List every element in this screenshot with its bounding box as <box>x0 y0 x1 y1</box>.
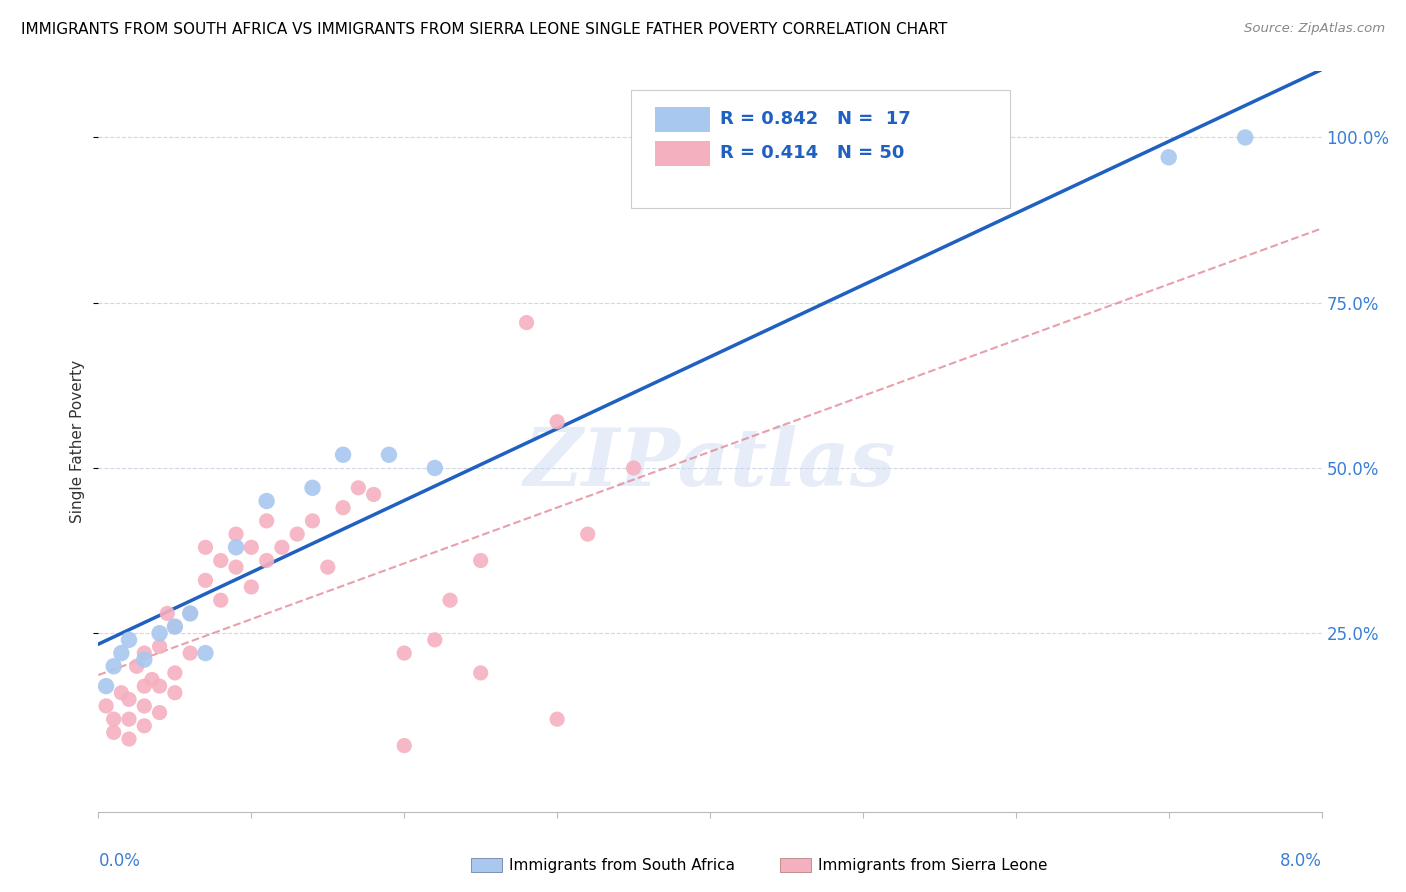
Point <box>470 553 492 567</box>
Point <box>118 632 141 647</box>
Point <box>134 698 156 713</box>
Point <box>149 679 172 693</box>
Point <box>546 712 568 726</box>
Point <box>392 739 416 753</box>
Point <box>110 686 132 700</box>
Point <box>134 646 156 660</box>
Point <box>110 646 132 660</box>
Point <box>623 461 645 475</box>
Point <box>118 731 141 746</box>
Point <box>316 560 339 574</box>
Point <box>332 448 354 462</box>
Point <box>546 415 568 429</box>
Point <box>576 527 599 541</box>
Text: R = 0.842   N =  17: R = 0.842 N = 17 <box>720 110 911 128</box>
Point <box>163 619 186 633</box>
Text: IMMIGRANTS FROM SOUTH AFRICA VS IMMIGRANTS FROM SIERRA LEONE SINGLE FATHER POVER: IMMIGRANTS FROM SOUTH AFRICA VS IMMIGRAN… <box>21 22 948 37</box>
Point <box>179 646 201 660</box>
Point <box>423 632 446 647</box>
Point <box>378 448 401 462</box>
Point <box>125 659 148 673</box>
Point <box>392 646 416 660</box>
FancyBboxPatch shape <box>655 107 710 132</box>
Text: Immigrants from Sierra Leone: Immigrants from Sierra Leone <box>818 858 1047 872</box>
Point <box>439 593 461 607</box>
Point <box>179 607 201 621</box>
Point <box>301 481 323 495</box>
Point <box>225 527 247 541</box>
Text: 0.0%: 0.0% <box>98 853 141 871</box>
Point <box>134 679 156 693</box>
Point <box>194 646 217 660</box>
Point <box>163 686 186 700</box>
Point <box>149 640 172 654</box>
Point <box>134 653 156 667</box>
Point <box>163 619 186 633</box>
Point <box>240 580 263 594</box>
Point <box>209 553 232 567</box>
Point <box>470 665 492 680</box>
Point <box>118 692 141 706</box>
Text: ZIPatlas: ZIPatlas <box>524 425 896 502</box>
Point <box>256 514 278 528</box>
Point <box>156 607 179 621</box>
Point <box>94 698 117 713</box>
Point <box>118 712 141 726</box>
Point <box>285 527 308 541</box>
Y-axis label: Single Father Poverty: Single Father Poverty <box>70 360 86 523</box>
Point <box>103 659 125 673</box>
Text: R = 0.414   N = 50: R = 0.414 N = 50 <box>720 144 904 161</box>
Point <box>256 553 278 567</box>
Point <box>1234 130 1257 145</box>
Point <box>270 541 294 555</box>
Point <box>103 725 125 739</box>
FancyBboxPatch shape <box>630 90 1010 209</box>
Text: 8.0%: 8.0% <box>1279 853 1322 871</box>
Point <box>134 719 156 733</box>
Point <box>149 626 172 640</box>
Point <box>194 574 217 588</box>
Point <box>225 560 247 574</box>
Point <box>225 541 247 555</box>
Point <box>209 593 232 607</box>
Point <box>240 541 263 555</box>
Point <box>141 673 163 687</box>
Point <box>363 487 385 501</box>
Point <box>103 712 125 726</box>
Point <box>179 607 201 621</box>
Point <box>1157 150 1180 164</box>
Point <box>149 706 172 720</box>
Point <box>332 500 354 515</box>
Text: Immigrants from South Africa: Immigrants from South Africa <box>509 858 735 872</box>
Point <box>347 481 370 495</box>
Point <box>516 316 538 330</box>
Text: Source: ZipAtlas.com: Source: ZipAtlas.com <box>1244 22 1385 36</box>
Point <box>94 679 117 693</box>
Point <box>163 665 186 680</box>
Point <box>423 461 446 475</box>
Point <box>301 514 323 528</box>
Point <box>194 541 217 555</box>
Point <box>256 494 278 508</box>
FancyBboxPatch shape <box>655 141 710 166</box>
